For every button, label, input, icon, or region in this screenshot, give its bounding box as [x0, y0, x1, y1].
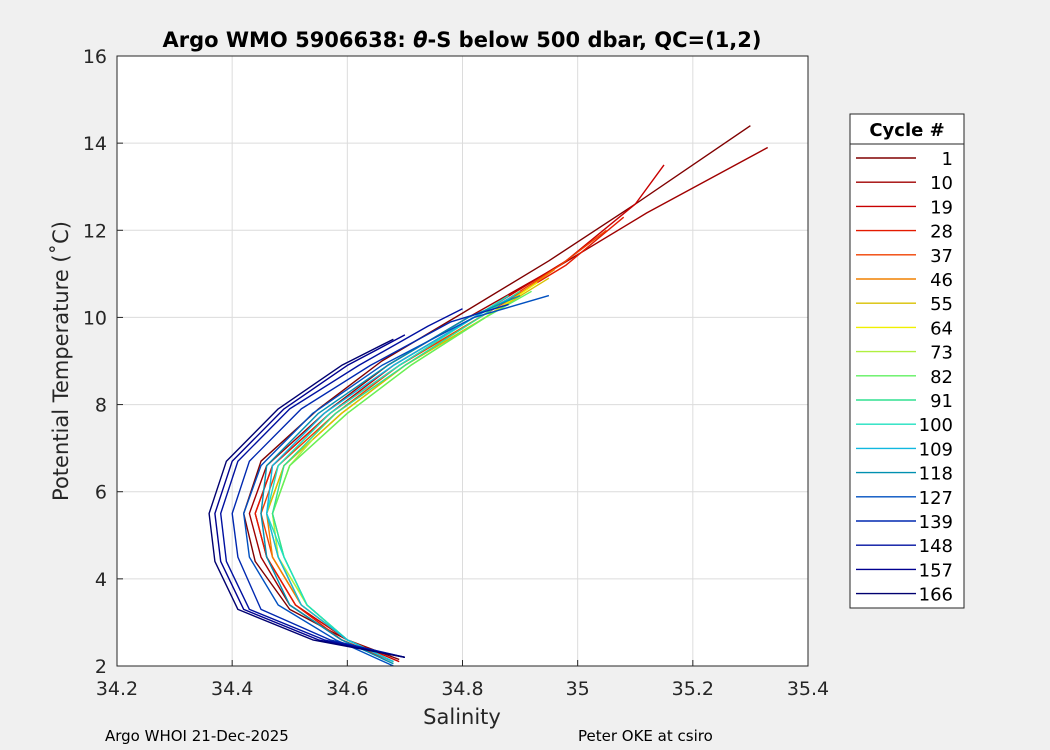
y-tick-label: 14	[83, 133, 107, 155]
legend-label: 10	[930, 173, 953, 194]
y-tick-label: 6	[95, 482, 107, 504]
legend-label: 109	[919, 439, 953, 460]
legend-label: 100	[919, 415, 953, 436]
legend-label: 1	[942, 149, 953, 170]
y-tick-label: 10	[83, 307, 107, 329]
x-tick-label: 35.4	[787, 678, 829, 700]
series-line	[242, 294, 550, 667]
legend-label: 28	[930, 222, 953, 243]
legend-label: 139	[919, 512, 953, 533]
series-line	[208, 338, 406, 658]
series-line	[214, 334, 406, 658]
y-tick-label: 4	[95, 569, 107, 591]
legend-label: 91	[930, 391, 953, 412]
legend-label: 64	[930, 318, 953, 339]
x-tick-label: 35.2	[672, 678, 714, 700]
y-axis-label: Potential Temperature (˚C)	[49, 221, 73, 501]
legend-label: 73	[930, 343, 953, 364]
x-tick-label: 34.8	[441, 678, 483, 700]
y-tick-label: 16	[83, 46, 107, 68]
series-line	[266, 295, 509, 663]
series-lines	[208, 125, 769, 667]
legend-label: 148	[919, 536, 953, 557]
legend-label: 157	[919, 560, 953, 581]
series-line	[266, 294, 515, 663]
x-tick-label: 34.6	[326, 678, 368, 700]
series-line	[242, 125, 751, 661]
legend-title: Cycle #	[869, 120, 944, 141]
y-tick-label: 8	[95, 395, 107, 417]
series-line	[231, 303, 509, 658]
legend-label: 118	[919, 464, 953, 485]
legend-label: 127	[919, 488, 953, 509]
x-axis-label: Salinity	[423, 705, 501, 729]
x-tick-label: 34.2	[96, 678, 138, 700]
legend-label: 37	[930, 246, 953, 267]
legend-label: 46	[930, 270, 953, 291]
title-theta: θ	[413, 28, 427, 52]
chart-title: Argo WMO 5906638: θ-S below 500 dbar, QC…	[162, 28, 761, 52]
axis-ticks: 34.2 34.4 34.6 34.8 35 35.2 35.4 2 4 6 8 10 12 14 16	[83, 46, 829, 700]
x-tick-label: 34.4	[211, 678, 253, 700]
legend-label: 166	[919, 585, 953, 606]
series-line	[219, 308, 463, 658]
legend-box	[849, 113, 965, 609]
footer-left: Argo WHOI 21-Dec-2025	[105, 727, 289, 745]
y-tick-label: 12	[83, 220, 107, 242]
x-tick-label: 35	[566, 678, 590, 700]
y-tick-label: 2	[95, 656, 107, 678]
legend-label: 82	[930, 367, 953, 388]
footer-right: Peter OKE at csiro	[578, 727, 713, 745]
legend: Cycle # 1 10 19 28 37 46 55 64 73 82 91 100 109 118 12…	[849, 113, 965, 609]
legend-label: 55	[930, 294, 953, 315]
legend-label: 19	[930, 197, 953, 218]
